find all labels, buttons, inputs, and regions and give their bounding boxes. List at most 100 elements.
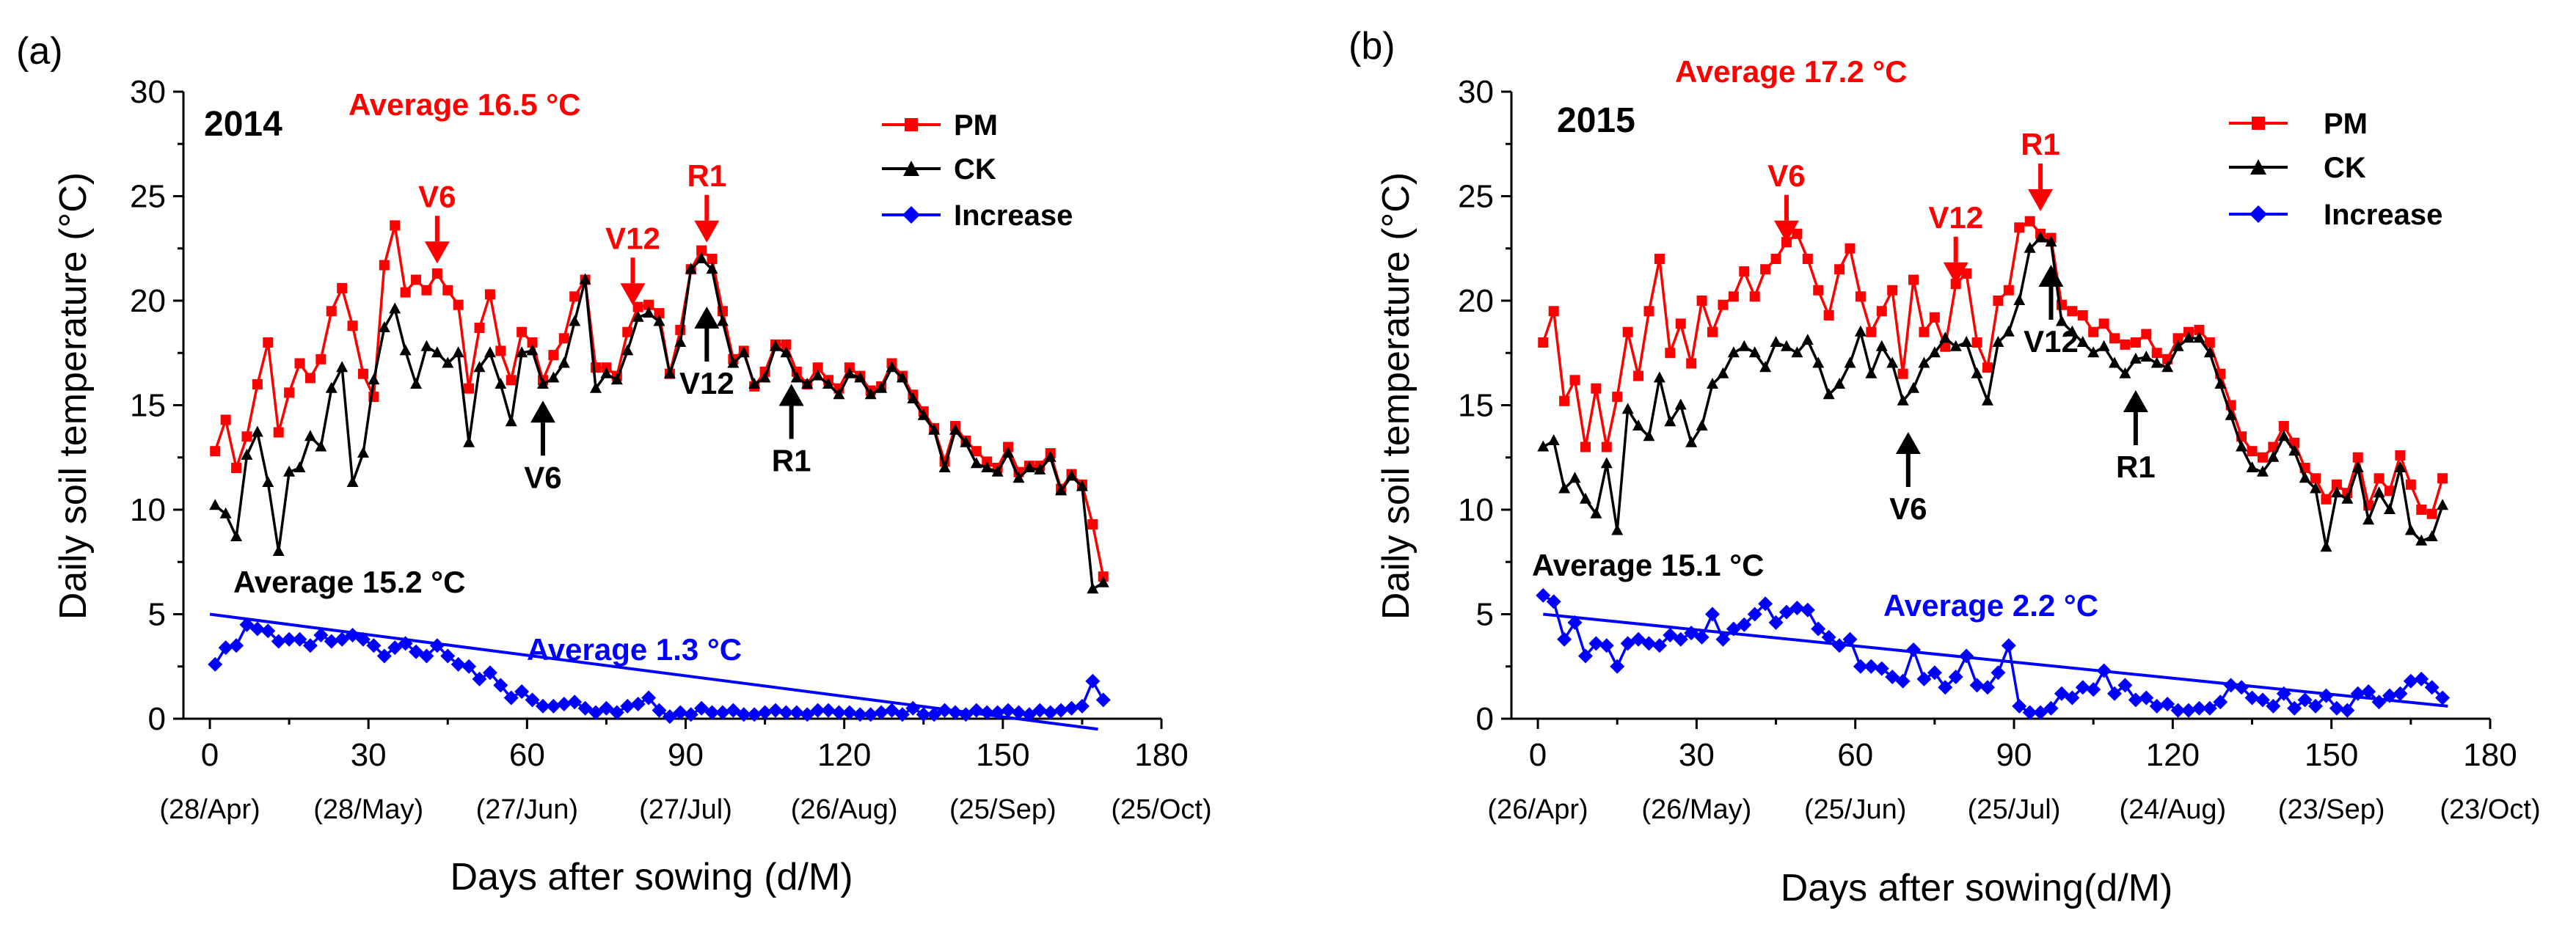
data-point-ck — [2299, 472, 2311, 483]
data-point-ck — [442, 356, 454, 368]
data-point-ck — [2098, 340, 2110, 351]
data-point-ck — [1844, 356, 1856, 368]
legend-marker-increase — [902, 206, 920, 224]
data-point-pm — [569, 291, 580, 302]
panel-label: (a) — [16, 30, 63, 73]
data-point-ck — [801, 378, 814, 389]
data-point-increase — [1054, 703, 1069, 718]
x-tick-label: 150 — [2305, 737, 2358, 773]
legend-label-pm: PM — [954, 109, 998, 142]
data-point-ck — [2193, 331, 2205, 343]
data-point-ck — [1854, 325, 1867, 337]
data-point-increase — [937, 703, 952, 718]
data-point-increase — [2255, 692, 2270, 708]
panel-a: (a) 2014 Average 16.5 °C Average 15.2 °C… — [16, 30, 1212, 898]
data-point-ck — [272, 545, 285, 556]
data-point-increase — [1085, 673, 1101, 689]
data-point-increase — [556, 697, 572, 712]
data-point-pm — [654, 308, 665, 319]
data-point-increase — [345, 628, 360, 642]
data-point-ck — [811, 369, 824, 381]
stage-label-pm: V12 — [1928, 200, 1983, 235]
data-point-ck — [2415, 534, 2428, 546]
data-point-increase — [1074, 698, 1090, 714]
data-point-ck — [663, 367, 676, 378]
legend-label-increase: Increase — [954, 199, 1073, 232]
x-tick-label: 30 — [351, 737, 387, 773]
data-point-pm — [971, 446, 982, 457]
data-point-increase — [1726, 621, 1741, 637]
data-point-pm — [1993, 296, 2004, 306]
data-point-ck — [1055, 484, 1068, 496]
data-point-increase — [503, 690, 519, 706]
data-point-pm — [1087, 519, 1098, 530]
data-point-ck — [886, 361, 898, 373]
data-point-ck — [336, 361, 349, 373]
data-point-increase — [493, 678, 508, 693]
data-point-ck — [1044, 450, 1057, 462]
legend-label-increase: Increase — [2324, 199, 2442, 231]
data-point-ck — [431, 346, 443, 358]
data-point-ck — [368, 373, 380, 385]
data-point-ck — [748, 378, 761, 389]
data-point-pm — [421, 285, 432, 296]
data-point-pm — [400, 287, 411, 298]
data-point-ck — [357, 447, 369, 458]
data-point-increase — [620, 698, 635, 714]
legend-marker-ck — [2250, 159, 2266, 175]
data-point-increase — [229, 638, 244, 653]
data-point-increase — [282, 631, 297, 647]
data-point-ck — [1791, 346, 1803, 358]
data-point-ck — [1547, 433, 1560, 445]
data-point-increase — [599, 700, 614, 716]
data-point-increase — [2340, 703, 2355, 718]
y-tick-label: 30 — [1458, 74, 1494, 110]
data-point-increase — [2223, 678, 2239, 693]
data-point-increase — [1832, 638, 1847, 653]
data-point-increase — [1842, 631, 1858, 647]
data-point-ck — [463, 436, 475, 447]
data-point-pm — [1982, 362, 1993, 373]
data-point-increase — [1546, 594, 1561, 609]
stage-label-pm: V6 — [1767, 158, 1805, 193]
data-point-increase — [662, 709, 677, 725]
data-point-increase — [567, 695, 583, 710]
data-point-ck — [610, 373, 623, 385]
year-label: 2014 — [204, 105, 282, 144]
data-point-ck — [2140, 350, 2153, 362]
data-point-increase — [884, 703, 900, 718]
data-point-increase — [450, 656, 466, 672]
data-point-pm — [1749, 291, 1760, 302]
data-point-pm — [506, 375, 517, 386]
series-line-pm — [214, 224, 1105, 577]
data-point-increase — [2001, 638, 2016, 653]
data-point-ck — [251, 425, 263, 437]
data-point-increase — [726, 703, 741, 718]
data-point-increase — [1631, 631, 1646, 647]
data-point-ck — [304, 430, 316, 441]
ck-average-annotation: Average 15.1 °C — [1532, 548, 1764, 582]
data-point-ck — [420, 340, 433, 351]
data-point-increase — [1789, 600, 1805, 615]
data-point-increase — [1610, 659, 1625, 674]
data-point-ck — [2236, 440, 2248, 452]
y-tick-label: 20 — [130, 283, 166, 319]
data-point-increase — [609, 705, 624, 720]
data-point-ck — [1908, 381, 1920, 393]
data-point-ck — [1717, 367, 1729, 378]
data-point-ck — [378, 321, 390, 333]
data-point-increase — [1567, 615, 1583, 630]
stage-arrow-ck-head — [778, 384, 804, 406]
data-point-ck — [928, 423, 941, 435]
x-date-label: (26/May) — [1641, 794, 1751, 825]
data-point-increase — [1673, 631, 1688, 647]
data-point-increase — [588, 705, 604, 720]
data-point-pm — [1718, 299, 1729, 310]
data-point-increase — [2043, 700, 2059, 716]
data-point-increase — [1043, 705, 1058, 720]
data-point-pm — [2374, 473, 2385, 484]
x-tick-label: 60 — [1837, 737, 1873, 773]
legend-label-ck: CK — [954, 153, 996, 186]
data-point-pm — [527, 337, 538, 348]
